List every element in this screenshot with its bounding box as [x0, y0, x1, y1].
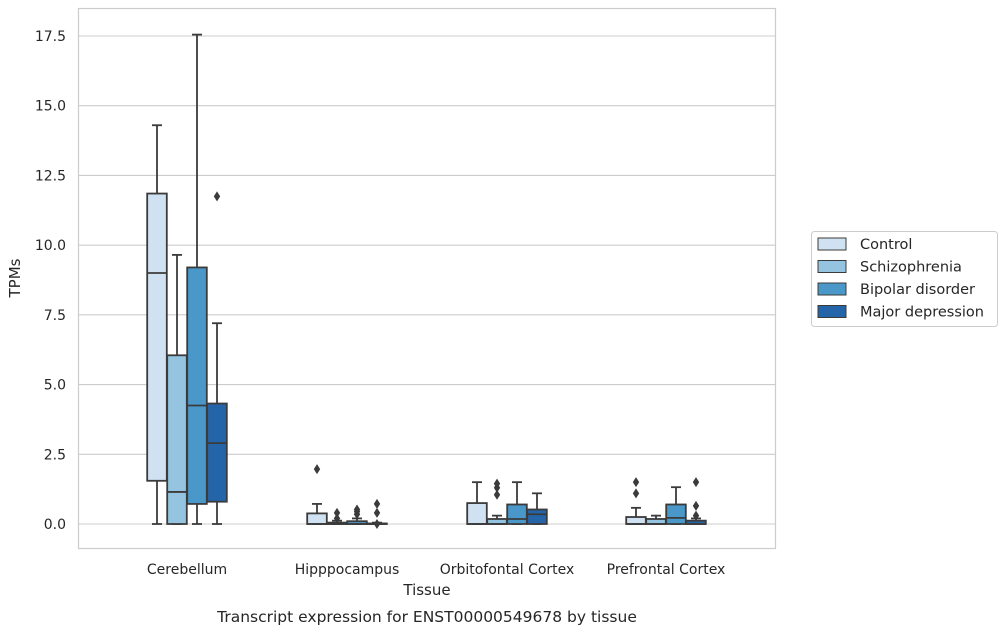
- box-body: [166, 354, 188, 525]
- legend-swatch: [817, 305, 847, 318]
- outlier-point: [333, 507, 341, 518]
- outlier-point: [373, 498, 381, 509]
- outlier-point: [333, 513, 341, 524]
- box-2-0: [186, 33, 208, 525]
- box-0-2: [466, 481, 488, 525]
- y-tick-label: 2.5: [44, 447, 66, 463]
- box-body: [625, 516, 647, 525]
- box-2-2: [506, 481, 528, 525]
- box-3-1: [366, 498, 388, 529]
- plot-frame: [77, 7, 777, 550]
- box-0-3: [625, 477, 647, 525]
- box-0-1: [306, 464, 328, 525]
- box-1-2: [486, 478, 508, 525]
- legend-swatch: [817, 237, 847, 251]
- y-tick-labels: 0.0 2.5 5.0 7.5 10.0 12.5 15.0 17.5: [35, 29, 66, 533]
- box-1-1: [326, 507, 348, 525]
- legend-swatch: [817, 282, 847, 296]
- outlier-point: [632, 477, 640, 488]
- box-body: [306, 512, 328, 525]
- legend-label: Major depression: [860, 305, 984, 321]
- box-body: [466, 502, 488, 525]
- legend: Control Schizophrenia Bipolar disorder Majo…: [811, 231, 998, 327]
- x-tick-labels: Cerebellum Hipppocampus Orbitofontal Corte…: [147, 562, 725, 578]
- box-body: [206, 402, 228, 503]
- legend-label: Bipolar disorder: [860, 282, 975, 298]
- box-3-0: [206, 191, 228, 525]
- x-tick-label: Prefrontal Cortex: [607, 562, 726, 578]
- chart-caption: Transcript expression for ENST0000054967…: [216, 608, 637, 626]
- box-groups: [146, 33, 707, 529]
- outlier-point: [493, 489, 501, 500]
- x-tick-label: Orbitofontal Cortex: [440, 562, 575, 578]
- outlier-point: [692, 500, 700, 511]
- legend-label: Schizophrenia: [860, 260, 962, 276]
- y-tick-label: 10.0: [35, 238, 66, 254]
- box-body: [146, 192, 168, 482]
- outlier-point: [692, 477, 700, 488]
- y-tick-label: 15.0: [35, 99, 66, 115]
- x-tick-label: Cerebellum: [147, 562, 227, 578]
- box-body: [665, 503, 687, 525]
- x-tick-label: Hipppocampus: [295, 562, 400, 578]
- outlier-point: [373, 507, 381, 518]
- box-body: [526, 508, 548, 525]
- y-tick-label: 5.0: [44, 378, 66, 394]
- box-2-1: [346, 504, 368, 525]
- box-1-3: [645, 514, 667, 525]
- y-tick-label: 0.0: [44, 517, 66, 533]
- box-2-3: [665, 486, 687, 525]
- outlier-point: [493, 478, 501, 489]
- x-axis-title: Tissue: [402, 581, 450, 599]
- outlier-point: [692, 510, 700, 521]
- box-1-0: [166, 254, 188, 525]
- outlier-point: [632, 488, 640, 499]
- legend-frame: [811, 231, 998, 327]
- outlier-point: [213, 191, 221, 202]
- box-3-2: [526, 492, 548, 525]
- box-body: [506, 503, 528, 525]
- outlier-point: [313, 464, 321, 475]
- y-tick-label: 17.5: [35, 29, 66, 45]
- y-tick-label: 7.5: [44, 308, 66, 324]
- y-tick-label: 12.5: [35, 168, 66, 184]
- legend-label: Control: [860, 237, 912, 253]
- box-3-3: [685, 477, 707, 525]
- outlier-point: [353, 504, 361, 515]
- legend-swatch: [817, 260, 847, 273]
- outlier-point: [373, 519, 381, 529]
- y-axis-title: TPMs: [6, 258, 24, 298]
- box-body: [186, 266, 208, 505]
- box-0-0: [146, 124, 168, 525]
